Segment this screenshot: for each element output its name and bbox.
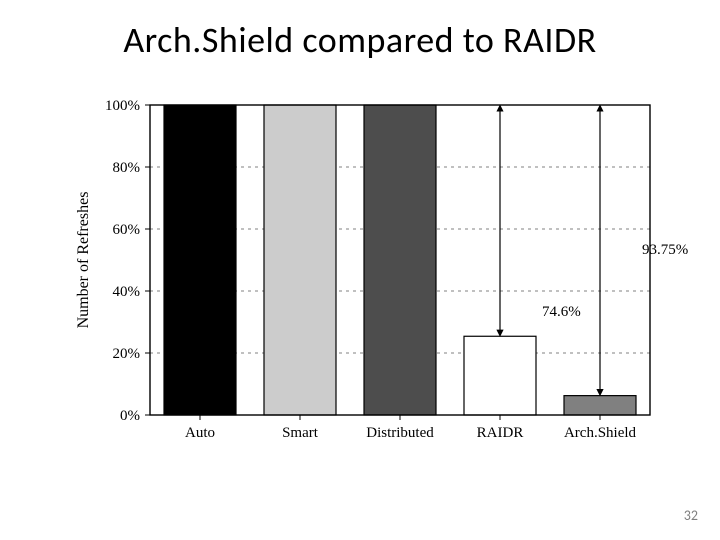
y-tick-label: 60% bbox=[113, 222, 141, 238]
bar-archshield bbox=[564, 396, 636, 415]
bar-distributed bbox=[364, 105, 436, 415]
y-tick-label: 100% bbox=[105, 98, 140, 114]
x-label: Smart bbox=[282, 425, 319, 441]
x-label: Distributed bbox=[366, 425, 434, 441]
y-tick-label: 40% bbox=[113, 284, 141, 300]
y-tick-label: 20% bbox=[113, 346, 141, 362]
slide-title: Arch.Shield compared to RAIDR bbox=[0, 18, 720, 62]
x-label: RAIDR bbox=[477, 425, 524, 441]
page-number: 32 bbox=[684, 507, 698, 524]
bar-auto bbox=[164, 105, 236, 415]
refresh-bar-chart: Auto Smart Distributed RAIDR Arch.Shield 0% 20… bbox=[60, 95, 660, 465]
chart-svg: Auto Smart Distributed RAIDR Arch.Shield 0% 20… bbox=[60, 95, 660, 465]
reduction-label: 93.75% bbox=[642, 242, 688, 258]
reduction-label: 74.6% bbox=[542, 304, 581, 320]
x-label: Arch.Shield bbox=[564, 425, 637, 441]
x-label: Auto bbox=[185, 425, 215, 441]
y-tick-label: 0% bbox=[120, 408, 140, 424]
bar-smart bbox=[264, 105, 336, 415]
y-tick-label: 80% bbox=[113, 160, 141, 176]
y-axis-label: Number of Refreshes bbox=[75, 192, 92, 329]
bar-raidr bbox=[464, 336, 536, 415]
